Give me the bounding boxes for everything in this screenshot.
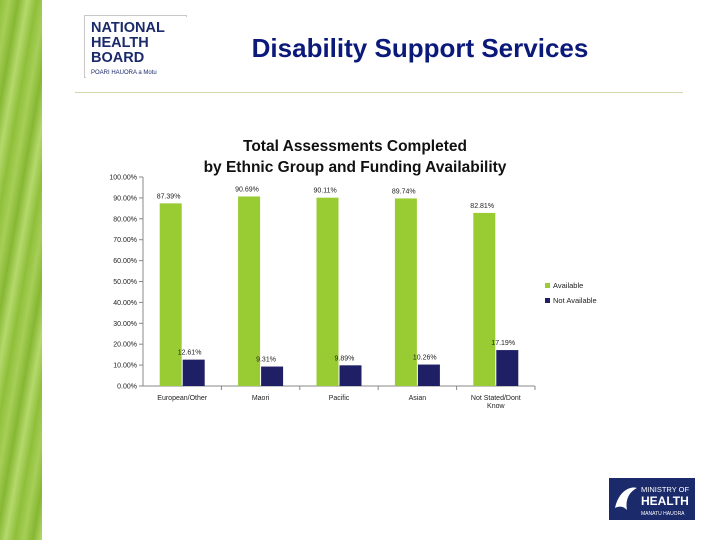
chart-title-line-2: by Ethnic Group and Funding Availability [203, 159, 507, 176]
bar-available [473, 212, 496, 386]
bar-available [316, 197, 339, 386]
bar-not-available [417, 364, 440, 386]
fern-icon [615, 487, 637, 510]
y-tick-label: 50.00% [113, 279, 137, 286]
moh-logo-line-2: HEALTH [641, 494, 689, 508]
x-category-label: Maori [252, 395, 270, 402]
legend-label: Not Available [553, 296, 597, 305]
logo-tagline: POARI HAUORA a Motu [91, 70, 157, 76]
x-category-label: Know [487, 403, 505, 410]
legend-swatch [545, 283, 550, 288]
data-label: 87.39% [157, 193, 181, 200]
y-tick-label: 60.00% [113, 258, 137, 265]
logo-line-2: HEALTH [91, 35, 149, 51]
data-label: 9.31% [256, 357, 276, 364]
bar-available [394, 198, 417, 386]
bar-not-available [261, 366, 284, 386]
y-tick-label: 40.00% [113, 300, 137, 307]
data-label: 90.69% [235, 186, 259, 193]
logo-line-3: BOARD [91, 50, 144, 66]
x-category-label: Pacific [329, 395, 350, 402]
bar-available [238, 196, 261, 386]
moh-logo-line-1: MINISTRY OF [641, 485, 689, 494]
data-label: 89.74% [392, 188, 416, 195]
bar-available [159, 203, 182, 386]
bar-not-available [339, 365, 362, 386]
bar-not-available [496, 350, 519, 386]
national-health-board-logo: NATIONAL HEALTH BOARD POARI HAUORA a Mot… [84, 15, 187, 78]
y-tick-label: 10.00% [113, 363, 137, 370]
decorative-side-stripe [0, 0, 42, 540]
data-label: 90.11% [314, 188, 337, 195]
moh-logo-tagline: MANATU HAUORA [641, 511, 685, 517]
x-category-label: Asian [409, 395, 427, 402]
x-category-label: Not Stated/Dont [471, 395, 521, 402]
data-label: 12.61% [178, 350, 202, 357]
y-tick-label: 100.00% [109, 175, 137, 182]
y-tick-label: 80.00% [113, 216, 137, 223]
legend-label: Available [553, 281, 583, 290]
header-divider [75, 92, 683, 93]
data-label: 10.26% [413, 355, 437, 362]
y-tick-label: 30.00% [113, 321, 137, 328]
ministry-of-health-logo: MINISTRY OF HEALTH MANATU HAUORA [609, 478, 695, 520]
bar-not-available [182, 359, 205, 386]
y-tick-label: 90.00% [113, 195, 137, 202]
data-label: 17.19% [491, 340, 515, 347]
logo-line-1: NATIONAL [91, 20, 165, 36]
chart-title-line-1: Total Assessments Completed [243, 138, 467, 155]
y-tick-label: 20.00% [113, 342, 137, 349]
data-label: 82.81% [470, 203, 494, 210]
y-tick-label: 0.00% [117, 384, 137, 391]
legend-swatch [545, 298, 550, 303]
x-category-label: European/Other [157, 395, 207, 402]
data-label: 9.89% [335, 355, 355, 362]
y-tick-label: 70.00% [113, 237, 137, 244]
chart-title: Total Assessments Completed by Ethnic Gr… [150, 136, 560, 178]
page-title: Disability Support Services [251, 33, 589, 63]
